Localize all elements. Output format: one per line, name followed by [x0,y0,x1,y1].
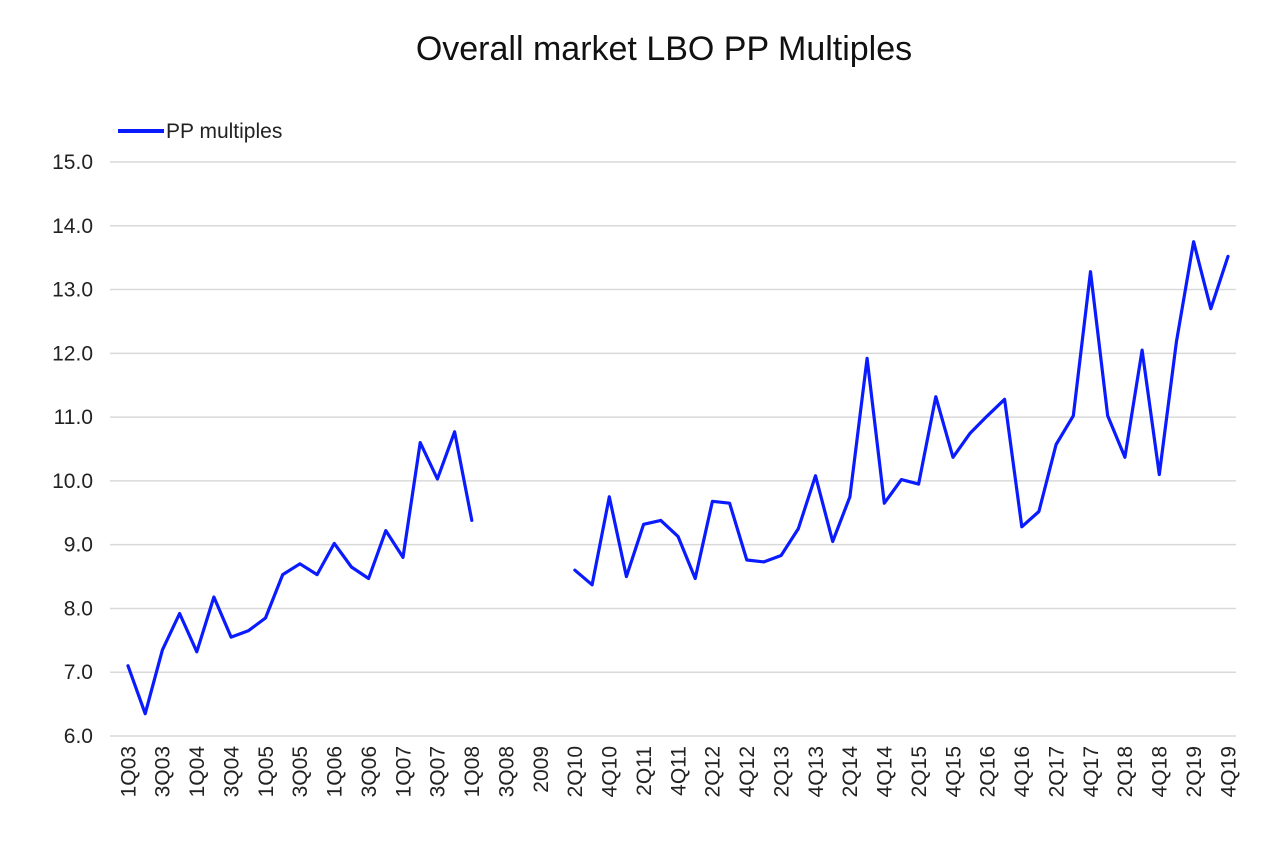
legend: PP multiples [118,120,282,143]
y-tick-label: 8.0 [64,597,93,620]
x-tick-label: 3Q06 [358,746,381,797]
y-tick-label: 10.0 [52,470,93,493]
x-tick-label: 1Q08 [461,746,484,797]
y-tick-label: 6.0 [64,725,93,748]
x-tick-label: 2Q13 [770,746,793,797]
x-tick-label: 2Q19 [1183,746,1206,797]
gridlines [110,161,1236,737]
x-tick-label: 3Q07 [427,746,450,797]
chart-title: Overall market LBO PP Multiples [416,30,912,68]
y-tick-label: 7.0 [64,661,93,684]
x-tick-label: 3Q05 [289,746,312,797]
x-tick-label: 2009 [530,746,553,793]
y-axis: 6.0 7.0 8.0 9.0 10.0 11.0 12.0 13.0 14.0 15.0 [52,151,93,748]
series-line [573,240,1230,587]
x-tick-label: 4Q14 [874,746,897,798]
x-tick-label: 4Q15 [942,746,965,797]
x-tick-label: 4Q19 [1217,746,1240,797]
x-tick-label: 2Q11 [633,746,656,796]
legend-label: PP multiples [166,120,282,143]
series-layer [126,240,1230,716]
x-tick-label: 4Q10 [599,746,622,797]
x-tick-label: 1Q05 [255,746,278,797]
x-tick-label: 4Q13 [805,746,828,797]
y-tick-label: 9.0 [64,534,93,557]
y-tick-label: 11.0 [54,406,93,429]
x-tick-label: 4Q12 [736,746,759,797]
x-tick-label: 2Q17 [1045,746,1068,797]
x-tick-label: 2Q16 [977,746,1000,797]
x-tick-label: 2Q10 [564,746,587,797]
x-tick-label: 2Q18 [1114,746,1137,797]
x-tick-label: 2Q14 [839,746,862,798]
x-axis: 1Q03 3Q03 1Q04 3Q04 1Q05 3Q05 1Q06 3Q06 1Q07 3Q07… [117,746,1240,798]
series-line [126,430,474,716]
y-tick-label: 15.0 [52,151,93,174]
y-tick-label: 14.0 [52,215,93,238]
x-tick-label: 1Q03 [117,746,140,797]
x-tick-label: 3Q08 [495,746,518,797]
x-tick-label: 3Q03 [152,746,175,797]
y-tick-label: 12.0 [52,342,93,365]
x-tick-label: 4Q18 [1149,746,1172,797]
x-tick-label: 4Q16 [1011,746,1034,797]
x-tick-label: 2Q15 [908,746,931,797]
x-tick-label: 2Q12 [702,746,725,797]
x-tick-label: 1Q04 [186,746,209,798]
x-tick-label: 4Q11 [667,746,690,796]
x-tick-label: 1Q07 [392,746,415,797]
x-tick-label: 3Q04 [220,746,243,798]
y-tick-label: 13.0 [52,279,93,302]
x-tick-label: 1Q06 [324,746,347,797]
x-tick-label: 4Q17 [1080,746,1103,797]
